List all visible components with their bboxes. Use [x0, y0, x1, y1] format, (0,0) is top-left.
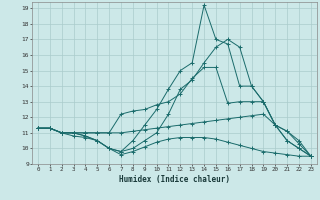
X-axis label: Humidex (Indice chaleur): Humidex (Indice chaleur) — [119, 175, 230, 184]
